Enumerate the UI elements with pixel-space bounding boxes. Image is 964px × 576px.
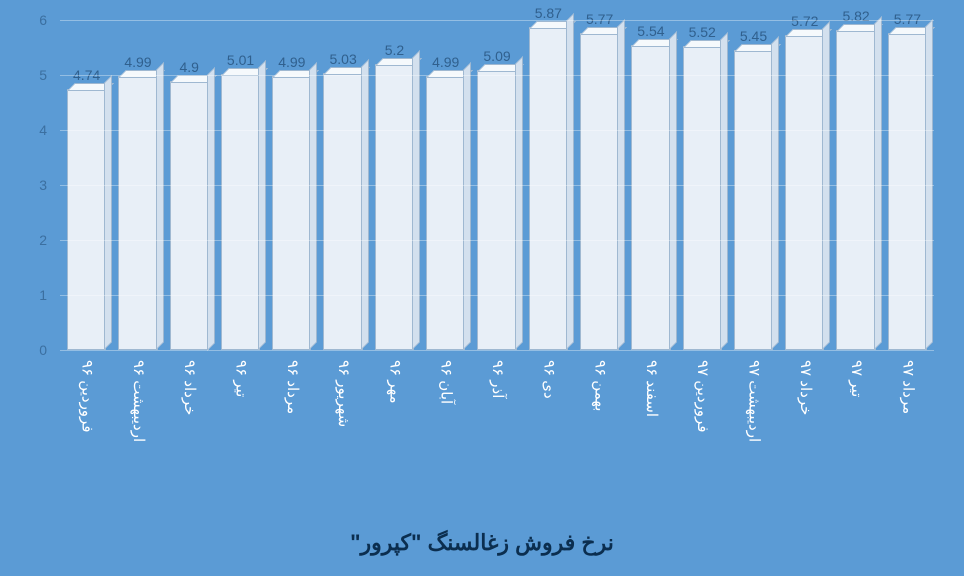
value-label: 5.52 [689, 24, 716, 40]
x-slot: آبان ۹۶ [423, 350, 468, 500]
value-label: 4.99 [124, 54, 151, 70]
x-slot: اردیبهشت ۹۷ [731, 350, 776, 500]
bar: 5.54 [631, 45, 670, 350]
value-label: 5.09 [483, 48, 510, 64]
grid-line [60, 130, 934, 131]
x-label: اردیبهشت ۹۷ [745, 360, 763, 442]
value-label: 5.2 [385, 42, 404, 58]
value-label: 5.03 [330, 51, 357, 67]
value-label: 5.72 [791, 13, 818, 29]
value-label: 4.99 [432, 54, 459, 70]
bar: 4.74 [67, 89, 106, 350]
x-slot: تیر ۹۶ [218, 350, 263, 500]
bar: 5.77 [888, 33, 927, 350]
x-slot: مرداد ۹۷ [885, 350, 930, 500]
x-label: خرداد ۹۶ [180, 360, 198, 415]
bar: 5.09 [477, 70, 516, 350]
bar: 5.03 [323, 73, 362, 350]
bar: 5.45 [734, 50, 773, 350]
x-slot: دی ۹۶ [526, 350, 571, 500]
x-label: اردیبهشت ۹۶ [129, 360, 147, 442]
bar: 4.99 [272, 76, 311, 350]
bar: 4.9 [170, 81, 209, 351]
x-slot: مهر ۹۶ [372, 350, 417, 500]
value-label: 4.99 [278, 54, 305, 70]
y-tick-label: 6 [39, 12, 47, 28]
grid-line [60, 185, 934, 186]
bar: 4.99 [426, 76, 465, 350]
x-label: دی ۹۶ [539, 360, 557, 399]
x-slot: اسفند ۹۶ [628, 350, 673, 500]
x-label: آذر ۹۶ [488, 360, 506, 398]
bar: 5.77 [580, 33, 619, 350]
x-label: فروردین ۹۷ [693, 360, 711, 433]
x-slot: اردیبهشت ۹۶ [115, 350, 160, 500]
bar: 5.82 [836, 30, 875, 350]
y-tick-label: 5 [39, 67, 47, 83]
value-label: 4.9 [180, 59, 199, 75]
y-axis: 0123456 [0, 20, 55, 350]
x-label: مهر ۹۶ [385, 360, 403, 404]
value-label: 5.77 [586, 11, 613, 27]
x-label: مرداد ۹۷ [898, 360, 916, 414]
x-slot: فروردین ۹۶ [64, 350, 109, 500]
x-label: مرداد ۹۶ [283, 360, 301, 414]
chart-container: 0 1 2 3 4 5 6 4.74 4.99 4.9 5.01 4.99 5.03 5.2 4.99 5.… [0, 0, 964, 576]
value-label: 5.82 [842, 8, 869, 24]
plot-area: 4.744.994.95.014.995.035.24.995.095.875.… [60, 20, 934, 350]
x-label: بهمن ۹۶ [591, 360, 609, 411]
grid-line [60, 240, 934, 241]
x-label: تیر ۹۶ [232, 360, 250, 397]
chart-title: نرخ فروش زغالسنگ "کپرور" [0, 530, 964, 556]
bar: 5.52 [683, 46, 722, 350]
grid-line [60, 20, 934, 21]
bar: 5.72 [785, 35, 824, 350]
y-tick-label: 2 [39, 232, 47, 248]
grid-line [60, 295, 934, 296]
bar: 4.99 [118, 76, 157, 350]
x-slot: آذر ۹۶ [474, 350, 519, 500]
x-slot: خرداد ۹۶ [167, 350, 212, 500]
x-slot: شهریور ۹۶ [320, 350, 365, 500]
x-label: شهریور ۹۶ [334, 360, 352, 427]
value-label: 5.77 [894, 11, 921, 27]
x-slot: فروردین ۹۷ [680, 350, 725, 500]
x-slot: بهمن ۹۶ [577, 350, 622, 500]
x-label: اسفند ۹۶ [642, 360, 660, 417]
value-label: 5.45 [740, 28, 767, 44]
bar: 5.2 [375, 64, 414, 350]
bar: 5.01 [221, 74, 260, 350]
x-slot: تیر ۹۷ [833, 350, 878, 500]
x-label: فروردین ۹۶ [78, 360, 96, 433]
value-label: 5.54 [637, 23, 664, 39]
value-label: 5.01 [227, 52, 254, 68]
y-tick-label: 1 [39, 287, 47, 303]
x-axis: فروردین ۹۶ اردیبهشت ۹۶ خرداد ۹۶ تیر ۹۶ مرداد… [60, 350, 934, 500]
grid-line [60, 75, 934, 76]
x-label: خرداد ۹۷ [796, 360, 814, 415]
y-tick-label: 4 [39, 122, 47, 138]
x-label: آبان ۹۶ [437, 360, 455, 404]
y-tick-label: 3 [39, 177, 47, 193]
y-tick-label: 0 [39, 342, 47, 358]
x-slot: خرداد ۹۷ [782, 350, 827, 500]
x-label: تیر ۹۷ [847, 360, 865, 397]
value-label: 5.87 [535, 5, 562, 21]
x-slot: مرداد ۹۶ [269, 350, 314, 500]
